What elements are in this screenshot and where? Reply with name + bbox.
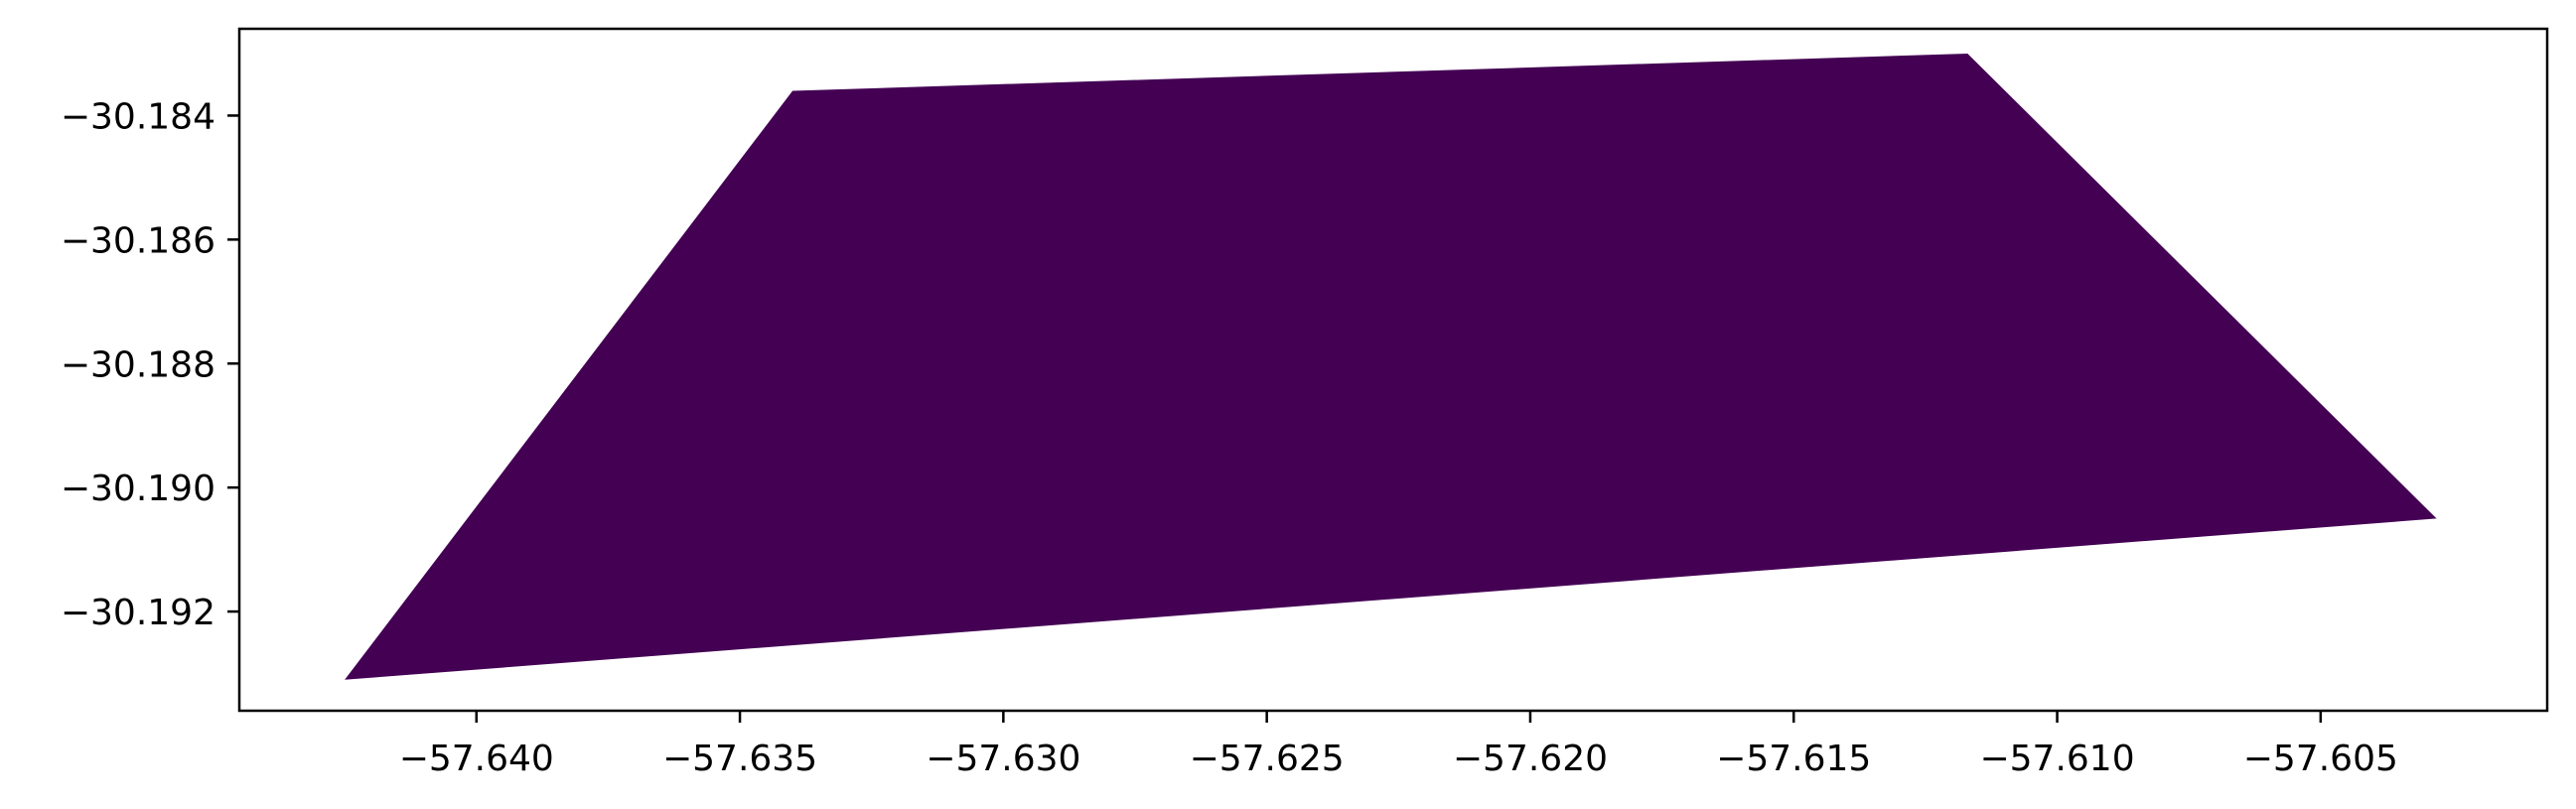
y-tick-label: −30.190 <box>61 469 215 509</box>
y-tick-label: −30.186 <box>61 220 215 261</box>
x-tick-label: −57.640 <box>399 739 554 779</box>
y-tick-label: −30.184 <box>61 96 215 137</box>
x-tick-label: −57.635 <box>662 739 817 779</box>
polygon-shape <box>345 54 2437 680</box>
x-tick-label: −57.620 <box>1453 739 1608 779</box>
plot-area <box>345 54 2437 680</box>
y-axis: −30.184 −30.186 −30.188 −30.190 −30.192 <box>61 96 239 633</box>
axes-frame <box>237 27 2549 713</box>
x-tick-label: −57.630 <box>926 739 1080 779</box>
y-tick-label: −30.188 <box>61 344 215 385</box>
x-tick-label: −57.615 <box>1716 739 1871 779</box>
x-axis: −57.640 −57.635 −57.630 −57.625 −57.620 −57.6… <box>399 711 2398 779</box>
x-tick-label: −57.610 <box>1979 739 2134 779</box>
y-tick-label: −30.192 <box>61 593 215 633</box>
x-tick-label: −57.605 <box>2243 739 2398 779</box>
x-tick-label: −57.625 <box>1190 739 1345 779</box>
